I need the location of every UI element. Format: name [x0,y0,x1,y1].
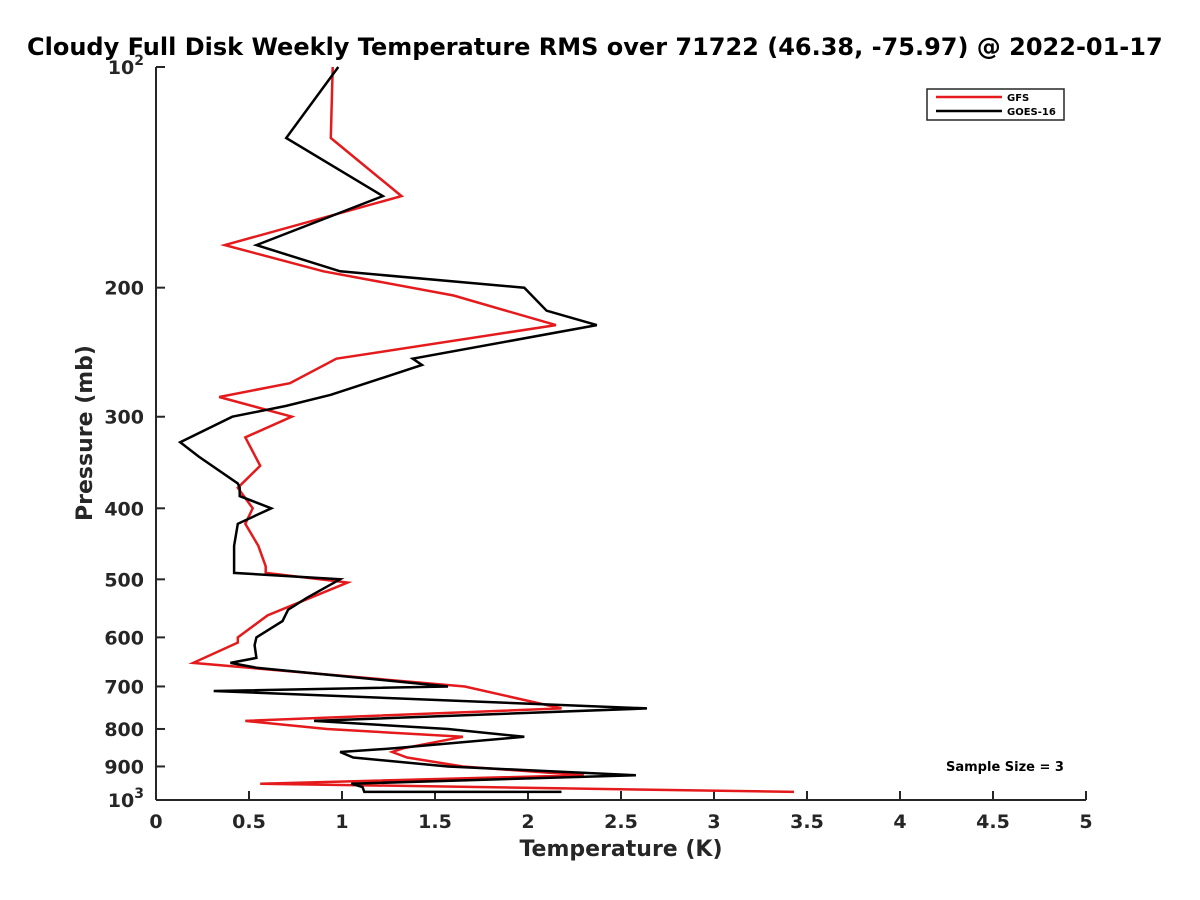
x-tick-label: 3.5 [790,811,824,833]
y-tick-label: 103 [108,786,144,812]
series-lines [177,66,795,794]
x-axis: 0 0.5 1 1.5 2 2.5 3 3.5 4 4.5 5 Temperature (K) [149,791,1093,862]
y-tick-label: 700 [104,676,144,698]
legend-label-goes16: GOES-16 [1007,107,1056,118]
x-tick-label: 0.5 [232,811,266,833]
x-tick-label: 4.5 [976,811,1010,833]
x-axis-label: Temperature (K) [519,837,722,862]
y-axis-label: Pressure (mb) [73,345,98,521]
y-tick-label: 200 [104,278,144,300]
x-tick-label: 0 [149,811,162,833]
x-tick-label: 1.5 [418,811,452,833]
legend: GFS GOES-16 [926,88,1065,121]
y-tick-label: 500 [104,569,144,591]
series-line-goes16 [177,66,648,794]
y-axis: 102 200 300 400 500 600 700 800 900 103 Pressure … [73,53,165,812]
x-tick-label: 2.5 [604,811,638,833]
y-tick-label: 400 [104,498,144,520]
y-ticks: 102 200 300 400 500 600 700 800 900 103 [104,53,165,812]
x-tick-label: 2 [521,811,534,833]
legend-label-gfs: GFS [1007,93,1029,104]
y-tick-label: 900 [104,756,144,778]
x-tick-label: 5 [1079,811,1092,833]
sample-size-note: Sample Size = 3 [946,760,1064,775]
series-line-gfs [188,66,795,794]
y-tick-label: 300 [104,407,144,429]
x-tick-label: 3 [707,811,720,833]
y-tick-label: 102 [108,53,144,79]
y-tick-label: 800 [104,719,144,741]
x-tick-label: 4 [893,811,906,833]
chart-title: Cloudy Full Disk Weekly Temperature RMS … [27,33,1163,61]
x-ticks: 0 0.5 1 1.5 2 2.5 3 3.5 4 4.5 5 [149,791,1093,833]
x-tick-label: 1 [335,811,348,833]
legend-box [926,88,1065,121]
y-tick-label: 600 [104,627,144,649]
